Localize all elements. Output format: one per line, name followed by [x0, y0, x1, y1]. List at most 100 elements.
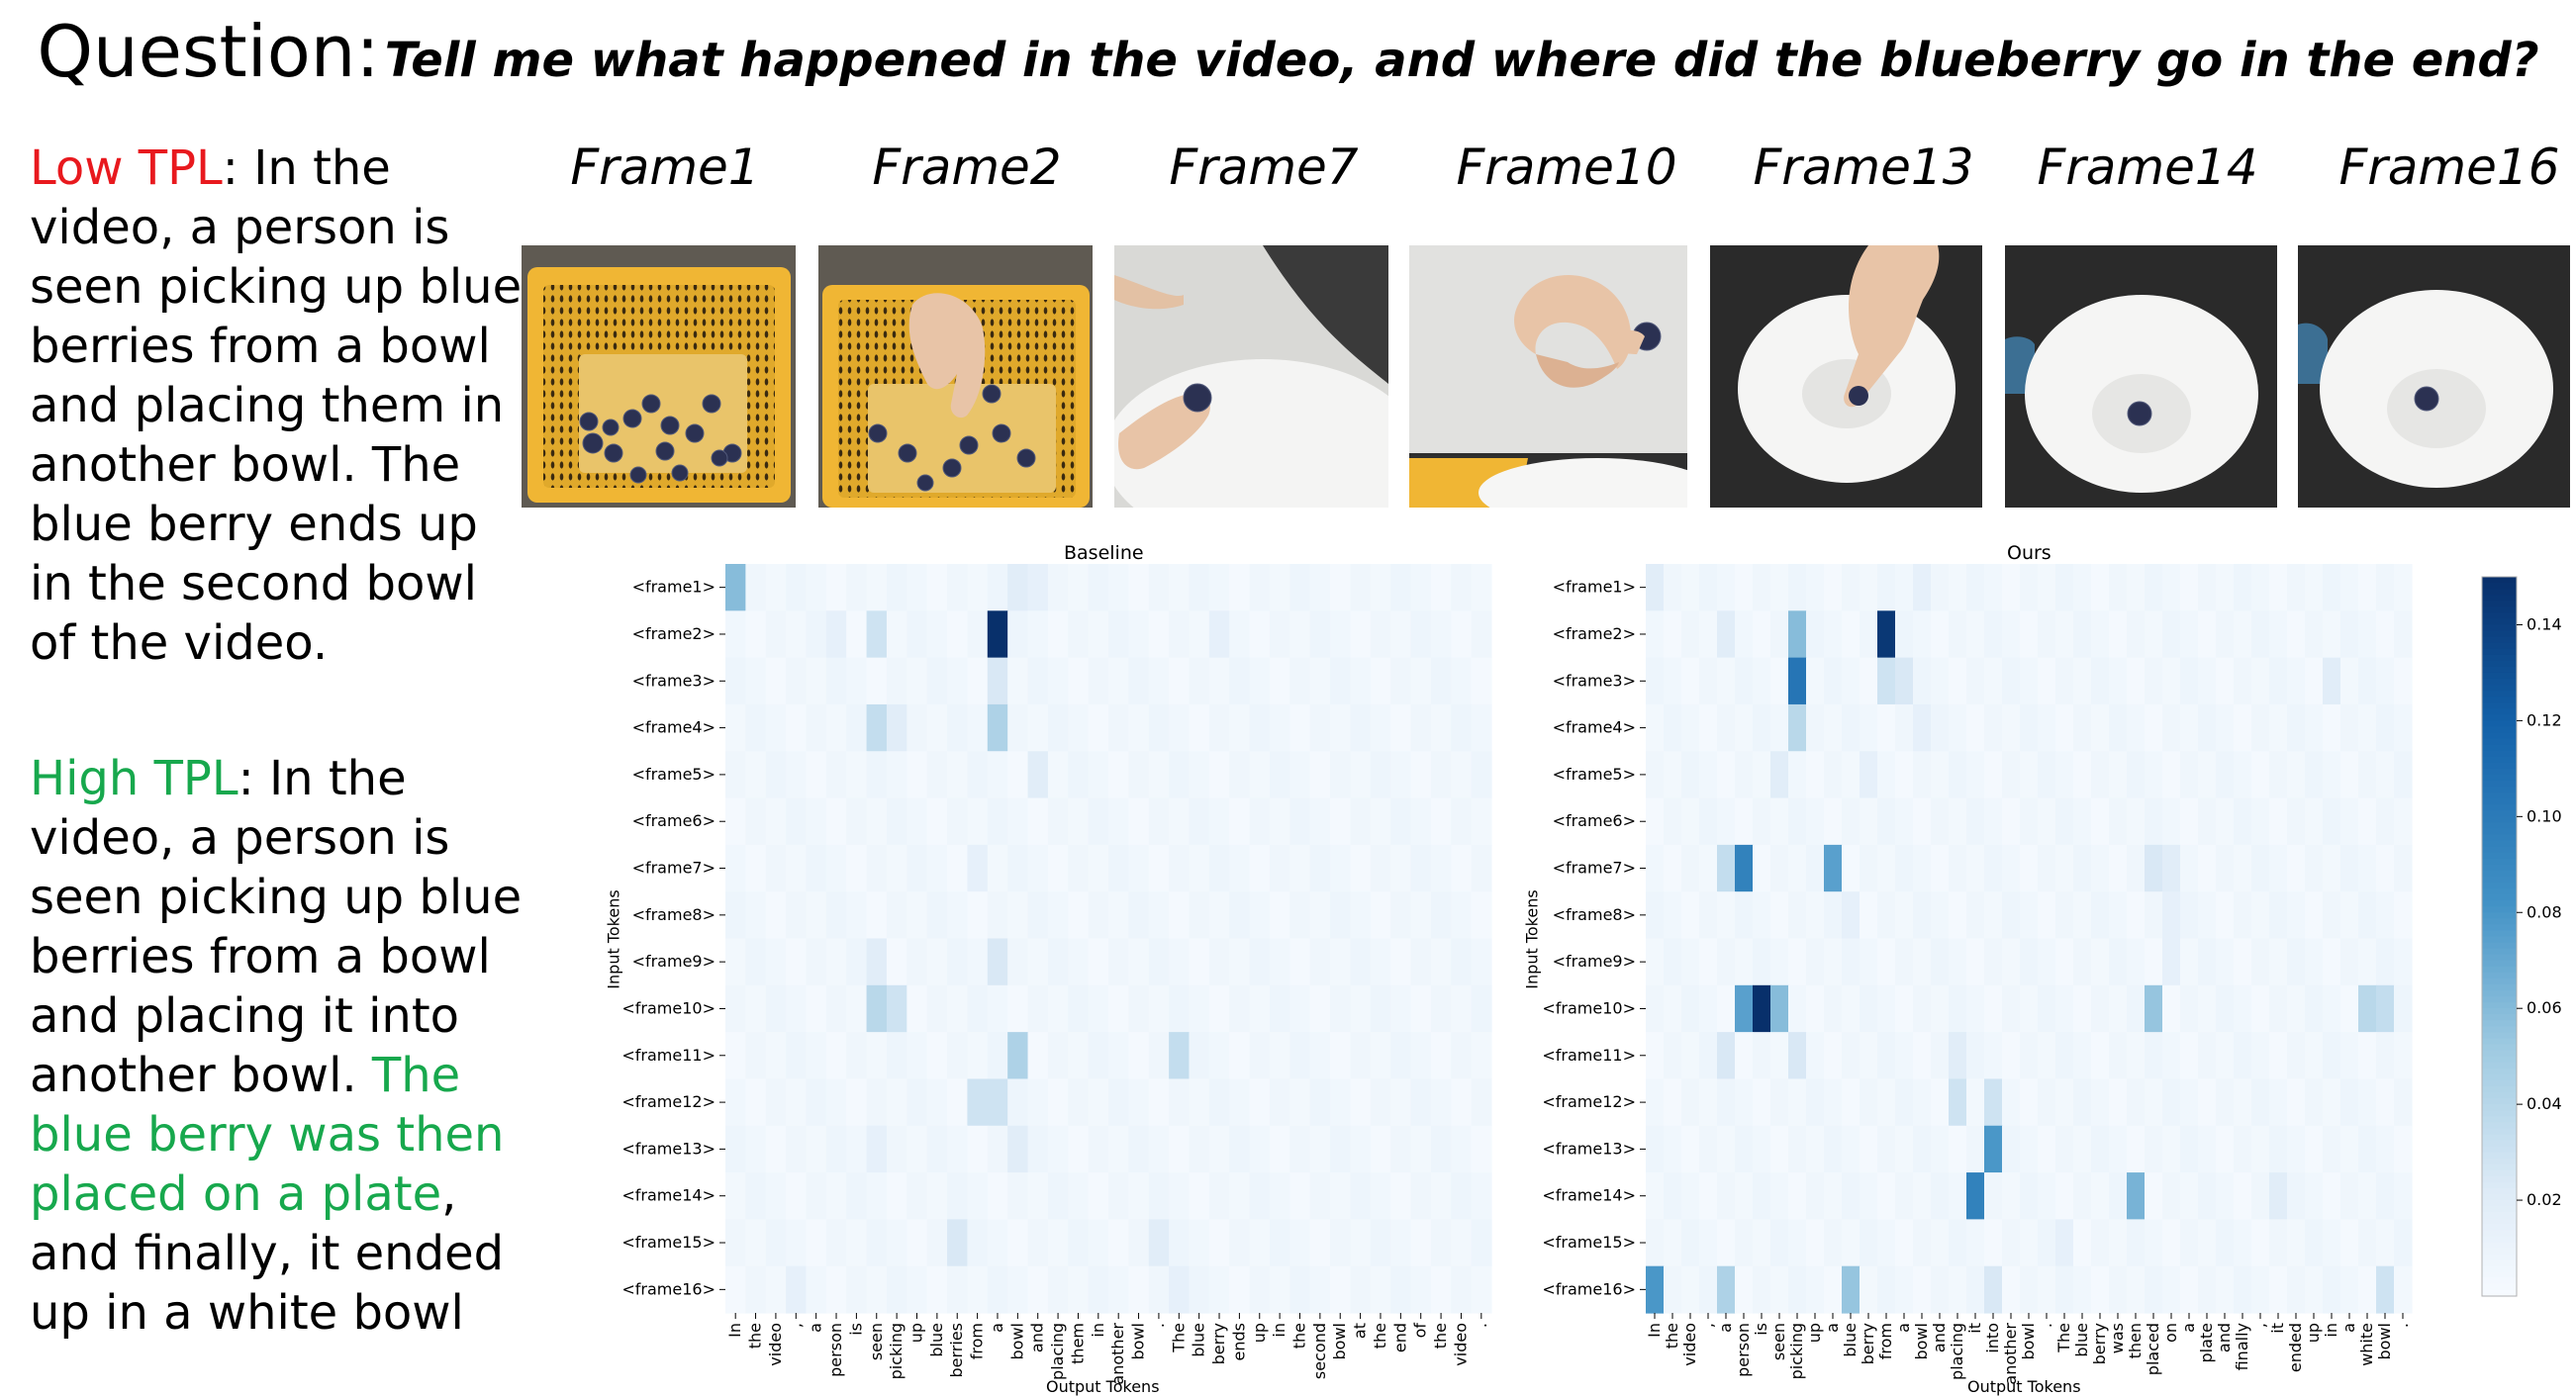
heatmap-cell [1249, 1265, 1271, 1314]
col-tick-label: a [807, 1323, 825, 1333]
heatmap-cell [1289, 938, 1311, 986]
heatmap-cell [2323, 984, 2341, 1033]
heatmap-cell [1208, 844, 1230, 892]
low-tpl-label: Low TPL [30, 140, 223, 196]
heatmap-cell [786, 1032, 808, 1080]
col-tick-label: finally [2233, 1323, 2251, 1370]
heatmap-cell [1451, 564, 1473, 611]
heatmap-cell [1699, 891, 1718, 940]
heatmap-cell [2073, 1172, 2092, 1220]
heatmap-cell [2376, 844, 2395, 892]
colorbar-segment [2482, 936, 2517, 944]
colorbar-segment [2482, 912, 2517, 919]
heatmap-cell [1370, 891, 1391, 940]
heatmap-cell [1753, 1265, 1771, 1314]
heatmap-cell [1860, 751, 1878, 799]
heatmap-cell [1860, 844, 1878, 892]
heatmap-cell [1770, 751, 1789, 799]
col-tick-label: In [725, 1323, 744, 1338]
heatmap-cell [2305, 797, 2324, 846]
colorbar-segment [2482, 1044, 2517, 1052]
heatmap-cell [1806, 984, 1825, 1033]
heatmap-cell [1330, 751, 1352, 799]
heatmap-cell [2198, 1219, 2217, 1267]
heatmap-cell [1699, 1032, 1718, 1080]
heatmap-cell [725, 1172, 746, 1220]
heatmap-cell [2216, 1265, 2235, 1314]
heatmap-cell [1806, 1125, 1825, 1173]
heatmap-cell [1735, 1265, 1754, 1314]
col-tick-label: on [2161, 1323, 2180, 1343]
heatmap-cell [1931, 1125, 1950, 1173]
heatmap-cell [745, 844, 767, 892]
heatmap-cell [1128, 844, 1150, 892]
heatmap-cell [1842, 938, 1860, 986]
heatmap-cell [1860, 703, 1878, 752]
heatmap-cell [1842, 703, 1860, 752]
heatmap-cell [2109, 1265, 2128, 1314]
heatmap-cell [1309, 1032, 1331, 1080]
colorbar-segment [2482, 1038, 2517, 1046]
row-tick-label: <frame4> [1553, 718, 1636, 737]
heatmap-cell [1249, 610, 1271, 659]
heatmap-cell [786, 938, 808, 986]
col-tick-label: white [2357, 1323, 2376, 1366]
heatmap-cell [1269, 1125, 1290, 1173]
colorbar-segment [2482, 906, 2517, 913]
heatmap-cell [1895, 564, 1914, 611]
heatmap-cell [825, 1265, 847, 1314]
heatmap-cell [1068, 938, 1090, 986]
heatmap-cell [1108, 1265, 1129, 1314]
heatmap-cell [1410, 1219, 1432, 1267]
heatmap-cell [1860, 1125, 1878, 1173]
frame-label-13: Frame13 [1753, 139, 1974, 196]
heatmap-cell [1309, 657, 1331, 705]
heatmap-cell [1208, 1078, 1230, 1127]
heatmap-cell [2251, 984, 2270, 1033]
heatmap-cell [1390, 657, 1412, 705]
heatmap-cell [2162, 1265, 2181, 1314]
heatmap-cell [2358, 891, 2377, 940]
heatmap-cell [1984, 938, 2003, 986]
heatmap-cell [1699, 564, 1718, 611]
heatmap-cell [987, 1265, 1008, 1314]
heatmap-cell [2091, 1265, 2110, 1314]
heatmap-cell [1753, 984, 1771, 1033]
heatmap-cell [1370, 564, 1391, 611]
heatmap-cell [806, 1125, 827, 1173]
heatmap-cell [1370, 1265, 1391, 1314]
heatmap-cell [1699, 797, 1718, 846]
heatmap-cell [2020, 564, 2039, 611]
heatmap-cell [2323, 891, 2341, 940]
heatmap-cell [1410, 610, 1432, 659]
heatmap-cell [1966, 891, 1985, 940]
heatmap-cell [2109, 1219, 2128, 1267]
heatmap-cell [1249, 844, 1271, 892]
heatmap-cell [1350, 751, 1372, 799]
heatmap-cell [2287, 1078, 2306, 1127]
heatmap-cell [1148, 938, 1170, 986]
heatmap-cell [1068, 797, 1090, 846]
heatmap-cell [1410, 1172, 1432, 1220]
heatmap-cell [1289, 797, 1311, 846]
colorbar-segment [2482, 750, 2517, 758]
heatmap-cell [786, 751, 808, 799]
heatmap-cell [2323, 1032, 2341, 1080]
heatmap-cell [2091, 797, 2110, 846]
heatmap-cell [1664, 844, 1682, 892]
heatmap-cell [1717, 1172, 1736, 1220]
heatmap-cell [1984, 564, 2003, 611]
heatmap-cell [1824, 891, 1843, 940]
heatmap-cell [806, 891, 827, 940]
heatmap-cell [2376, 891, 2395, 940]
heatmap-cell [1806, 891, 1825, 940]
heatmap-cell [2002, 564, 2021, 611]
col-tick-label: up [2304, 1323, 2323, 1343]
heatmap-cell [1824, 1032, 1843, 1080]
heatmap-cell [1984, 1172, 2003, 1220]
heatmap-cell [1717, 610, 1736, 659]
heatmap-cell [1330, 797, 1352, 846]
heatmap-cell [2198, 610, 2217, 659]
heatmap-cell [1860, 1172, 1878, 1220]
heatmap-cell [2305, 891, 2324, 940]
